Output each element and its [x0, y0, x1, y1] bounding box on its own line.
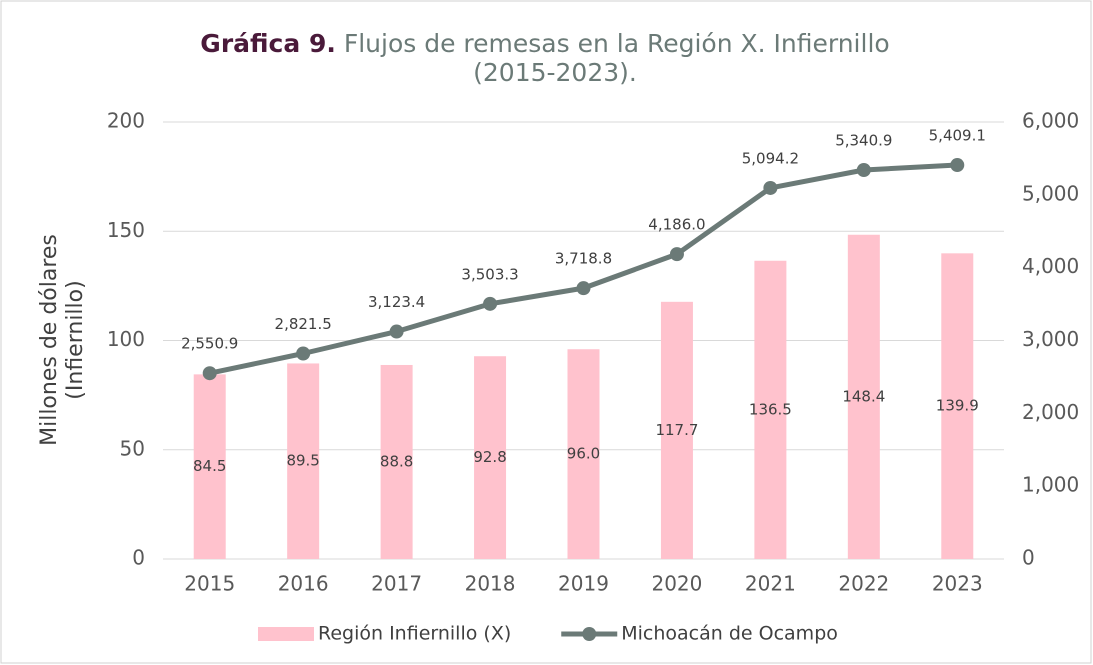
y-tick-label: 50: [120, 436, 145, 460]
y-axis-label-line: (Infiernillo): [63, 280, 88, 399]
line-marker: [576, 281, 591, 296]
legend-label: Región Infiernillo (X): [318, 623, 511, 645]
x-tick-label: 2016: [278, 572, 329, 596]
y2-tick-label: 3,000: [1022, 327, 1079, 351]
data-label: 89.5: [286, 452, 319, 470]
x-tick-label: 2018: [465, 572, 516, 596]
bar: [567, 349, 600, 559]
data-label: 148.4: [842, 387, 885, 405]
data-label: 2,550.9: [181, 335, 238, 353]
bar: [287, 363, 320, 559]
line-marker: [856, 163, 871, 178]
data-label: 3,718.8: [555, 250, 612, 268]
bar: [660, 301, 693, 559]
x-tick-label: 2015: [184, 572, 235, 596]
chart-title: Gráfica 9. Flujos de remesas en la Región…: [200, 29, 889, 58]
data-label: 5,340.9: [835, 132, 892, 150]
data-label: 4,186.0: [648, 216, 705, 234]
x-tick-label: 2020: [651, 572, 702, 596]
data-label: 2,821.5: [275, 315, 332, 333]
x-tick-label: 2022: [838, 572, 889, 596]
y2-tick-label: 1,000: [1022, 473, 1079, 497]
legend-label: Michoacán de Ocampo: [621, 623, 838, 645]
bar: [474, 356, 507, 559]
y2-tick-label: 4,000: [1022, 254, 1079, 278]
bar: [754, 260, 787, 559]
x-tick-label: 2021: [745, 572, 796, 596]
y-tick-label: 150: [107, 218, 145, 242]
title-text: Flujos de remesas en la Región X. Infier…: [344, 29, 890, 58]
data-label: 3,503.3: [461, 265, 518, 283]
line-marker: [202, 366, 217, 381]
x-tick-label: 2017: [371, 572, 422, 596]
y2-tick-label: 0: [1022, 546, 1035, 570]
data-label: 5,409.1: [929, 127, 986, 145]
data-label: 3,123.4: [368, 293, 425, 311]
title-text: (2015-2023).: [473, 58, 637, 87]
line-marker: [763, 180, 778, 195]
y-tick-label: 100: [107, 327, 145, 351]
y2-tick-label: 6,000: [1022, 109, 1079, 133]
line-marker: [483, 296, 498, 311]
data-label: 92.8: [473, 448, 506, 466]
bar: [193, 374, 226, 559]
data-label: 136.5: [749, 400, 792, 418]
data-label: 96.0: [567, 445, 600, 463]
title-label: Gráfica 9.: [200, 29, 336, 58]
bar: [941, 253, 974, 560]
x-tick-label: 2019: [558, 572, 609, 596]
data-label: 88.8: [380, 452, 413, 470]
legend-marker: [582, 627, 597, 641]
y-tick-label: 200: [107, 109, 145, 133]
data-label: 5,094.2: [742, 149, 799, 167]
y-axis-label-line: Millones de dólares: [37, 234, 62, 446]
bar: [380, 364, 413, 559]
data-label: 117.7: [655, 421, 698, 439]
data-label: 84.5: [193, 457, 226, 475]
data-label: 139.9: [936, 397, 979, 415]
y2-tick-label: 5,000: [1022, 181, 1079, 205]
y2-tick-label: 2,000: [1022, 400, 1079, 424]
line-marker: [389, 324, 404, 339]
line-marker: [669, 247, 684, 262]
legend-swatch: [258, 627, 314, 641]
y-axis-label: Millones de dólares (Infiernillo): [37, 234, 88, 446]
line-marker: [296, 346, 311, 361]
line-marker: [950, 158, 965, 173]
x-tick-label: 2023: [932, 572, 983, 596]
bar: [847, 234, 880, 559]
y-tick-label: 0: [132, 546, 145, 570]
